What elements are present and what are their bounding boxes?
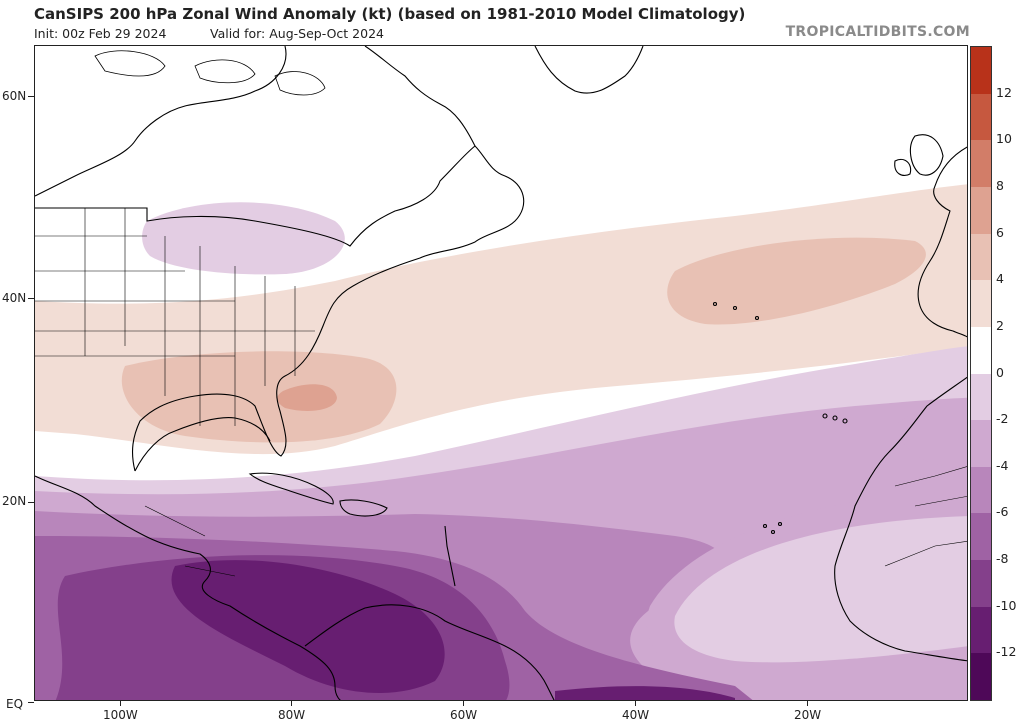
colorbar-label: -2 bbox=[996, 411, 1009, 427]
lat-label-40n: 40N bbox=[2, 291, 27, 305]
source-credit: TROPICALTIDBITS.COM bbox=[785, 24, 970, 40]
colorbar-segment bbox=[971, 186, 991, 235]
lon-label-20w: 20W bbox=[794, 708, 822, 722]
lat-label-eq: EQ bbox=[6, 697, 24, 711]
lon-label-40w: 40W bbox=[622, 708, 650, 722]
anomaly-band-neg2-tongue bbox=[674, 516, 967, 663]
colorbar-segment bbox=[971, 373, 991, 421]
coastlines bbox=[35, 46, 967, 700]
lon-label-100w: 100W bbox=[103, 708, 138, 722]
colorbar-segment bbox=[971, 47, 991, 95]
lat-tick-20n bbox=[28, 502, 34, 503]
colorbar-label: 4 bbox=[996, 271, 1004, 287]
lat-tick-40n bbox=[28, 298, 34, 299]
lon-tick-80w bbox=[291, 701, 292, 706]
lat-label-20n: 20N bbox=[2, 494, 27, 508]
colorbar-label: -4 bbox=[996, 457, 1009, 473]
colorbar-label: -12 bbox=[996, 644, 1017, 660]
colorbar-label: 6 bbox=[996, 224, 1004, 240]
init-time: Init: 00z Feb 29 2024 bbox=[34, 26, 167, 41]
colorbar-label: 8 bbox=[996, 177, 1004, 193]
political-boundaries bbox=[35, 208, 967, 577]
anomaly-patch-neg4-africa bbox=[895, 397, 967, 468]
anomaly-map bbox=[35, 46, 967, 700]
lat-tick-eq bbox=[28, 702, 34, 703]
colorbar-segment bbox=[971, 560, 991, 608]
lat-tick-60n bbox=[28, 96, 34, 97]
anomaly-band-pos4-gulf bbox=[121, 351, 397, 443]
colorbar-segment bbox=[971, 280, 991, 328]
lat-label-60n: 60N bbox=[2, 89, 27, 103]
colorbar-segment bbox=[971, 513, 991, 561]
anomaly-band-neg12 bbox=[171, 560, 445, 693]
colorbar-segment bbox=[971, 653, 991, 701]
lon-tick-20w bbox=[807, 701, 808, 706]
colorbar-segment bbox=[971, 606, 991, 654]
colorbar-label: 2 bbox=[996, 317, 1004, 333]
colorbar-segment bbox=[971, 420, 991, 468]
anomaly-patch-neg4-lakes bbox=[142, 202, 345, 275]
anomaly-band-pos4-atlantic bbox=[667, 237, 926, 325]
lon-label-80w: 80W bbox=[278, 708, 306, 722]
lon-tick-100w bbox=[120, 701, 121, 706]
anomaly-band-pos6 bbox=[277, 384, 337, 411]
lon-tick-40w bbox=[635, 701, 636, 706]
colorbar-label: -6 bbox=[996, 504, 1009, 520]
lon-tick-60w bbox=[463, 701, 464, 706]
arctic-islands bbox=[94, 50, 326, 96]
lon-label-60w: 60W bbox=[450, 708, 478, 722]
colorbar-segment bbox=[971, 93, 991, 141]
colorbar-segment bbox=[971, 233, 991, 281]
colorbar-label: -8 bbox=[996, 551, 1009, 567]
map-panel bbox=[34, 45, 968, 701]
map-title: CanSIPS 200 hPa Zonal Wind Anomaly (kt) … bbox=[34, 5, 746, 23]
valid-period: Valid for: Aug-Sep-Oct 2024 bbox=[210, 26, 384, 41]
colorbar-label: -10 bbox=[996, 597, 1017, 613]
colorbar-segment bbox=[971, 466, 991, 514]
colorbar-segment bbox=[971, 140, 991, 188]
anomaly-band-neg12-south bbox=[555, 686, 735, 700]
colorbar-segment bbox=[971, 326, 991, 374]
colorbar-label: 12 bbox=[996, 84, 1012, 100]
colorbar-label: 10 bbox=[996, 131, 1012, 147]
colorbar bbox=[970, 46, 992, 701]
colorbar-label: 0 bbox=[996, 364, 1004, 380]
